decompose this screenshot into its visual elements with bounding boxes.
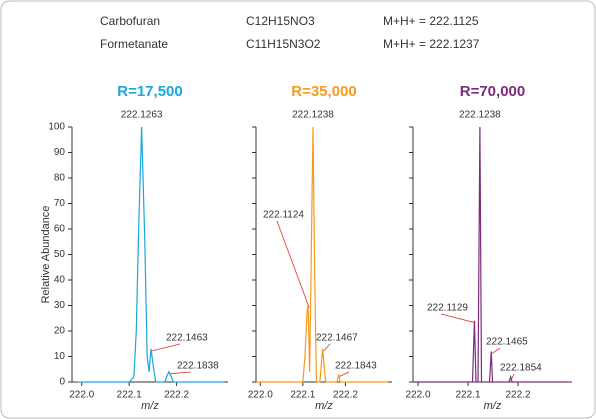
x-tick-label: 222.1 [455, 390, 480, 401]
peak-label: 222.1467 [316, 333, 358, 344]
y-tick-label: 20 [54, 326, 66, 337]
leader-line [339, 371, 350, 377]
panel-title: R=35,000 [291, 83, 356, 100]
leader-line [492, 347, 501, 354]
y-tick-label: 10 [54, 351, 66, 362]
panel-title: R=17,500 [117, 83, 182, 100]
peak-label: 222.1124 [263, 210, 304, 221]
x-axis-label: m/z [484, 400, 502, 412]
y-tick-label: 0 [59, 377, 65, 388]
x-tick-label: 222.2 [333, 390, 358, 401]
peak-label: 222.1238 [459, 110, 501, 121]
x-tick-label: 222.0 [248, 390, 273, 401]
peak-label: 222.1465 [486, 337, 528, 348]
peak-label: 222.1838 [177, 361, 219, 372]
x-tick-label: 222.2 [505, 390, 530, 401]
y-tick-label: 90 [54, 147, 66, 158]
y-tick-label: 100 [48, 122, 65, 133]
compound-name: Formetanate [100, 37, 168, 51]
y-tick-label: 50 [54, 249, 66, 260]
x-tick-label: 222.0 [69, 390, 94, 401]
compound-mass: M+H+ = 222.1125 [383, 14, 479, 28]
compound-formula: C12H15NO3 [246, 14, 315, 28]
peak-label: 222.1238 [292, 110, 334, 121]
x-axis-label: m/z [141, 400, 159, 412]
y-tick-label: 30 [54, 300, 66, 311]
spectrum-line [256, 126, 388, 383]
y-tick-label: 60 [54, 224, 66, 235]
peak-label: 222.1263 [121, 110, 163, 121]
compound-formula: C11H15N3O2 [246, 37, 321, 51]
leader-line [151, 343, 181, 352]
compound-mass: M+H+ = 222.1237 [383, 37, 480, 51]
x-tick-label: 222.0 [405, 390, 430, 401]
spectrum-line [413, 126, 568, 383]
leader-line [276, 220, 310, 308]
y-tick-label: 80 [54, 173, 66, 184]
y-axis-label: Relative Abundance [40, 206, 52, 304]
compound-name: Carbofuran [100, 14, 160, 28]
x-tick-label: 222.1 [117, 390, 142, 401]
peak-label: 222.1129 [427, 303, 468, 314]
leader-line [440, 313, 476, 324]
leader-line [323, 343, 331, 352]
x-axis-label: m/z [315, 400, 333, 412]
leader-line [511, 373, 515, 380]
x-tick-label: 222.1 [290, 390, 315, 401]
y-tick-label: 40 [54, 275, 66, 286]
panel-title: R=70,000 [460, 83, 525, 100]
x-tick-label: 222.2 [164, 390, 189, 401]
peak-label: 222.1463 [166, 333, 208, 344]
y-tick-label: 70 [54, 198, 66, 209]
peak-label: 222.1843 [335, 361, 377, 372]
peak-label: 222.1854 [500, 363, 542, 374]
leader-line [169, 371, 192, 375]
spectrum-line [77, 126, 224, 383]
